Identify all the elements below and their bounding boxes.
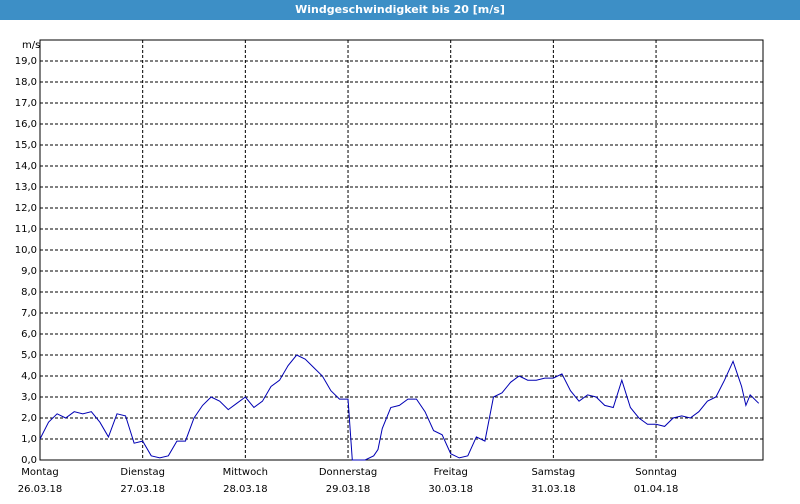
x-tick-label: Sonntag <box>635 467 677 478</box>
x-tick-label: Freitag <box>434 467 468 478</box>
y-tick-label: 2,0 <box>21 413 37 424</box>
x-tick-label: Samstag <box>531 467 575 478</box>
x-tick-date: 27.03.18 <box>120 484 165 495</box>
x-tick-date: 26.03.18 <box>18 484 63 495</box>
y-tick-label: 18,0 <box>15 77 37 88</box>
y-tick-label: 14,0 <box>15 161 37 172</box>
y-tick-label: 15,0 <box>15 140 37 151</box>
x-tick-date: 01.04.18 <box>634 484 679 495</box>
data-line <box>39 354 760 461</box>
y-tick-label: 13,0 <box>15 182 37 193</box>
y-tick-label: 6,0 <box>21 329 37 340</box>
y-tick-label: 19,0 <box>15 56 37 67</box>
x-tick-date: 28.03.18 <box>223 484 268 495</box>
x-tick-label: Mittwoch <box>223 467 268 478</box>
y-tick-label: 11,0 <box>15 224 37 235</box>
x-tick-date: 29.03.18 <box>326 484 371 495</box>
x-tick-label: Donnerstag <box>319 467 377 478</box>
y-tick-label: 9,0 <box>21 266 37 277</box>
y-tick-label: 7,0 <box>21 308 37 319</box>
y-tick-label: 8,0 <box>21 287 37 298</box>
y-tick-label: 4,0 <box>21 371 37 382</box>
x-tick-date: 31.03.18 <box>531 484 576 495</box>
x-tick-label: Montag <box>21 467 58 478</box>
y-tick-label: 5,0 <box>21 350 37 361</box>
title-bar <box>0 0 800 20</box>
y-tick-label: 17,0 <box>15 98 37 109</box>
y-axis-label: m/s <box>22 40 40 51</box>
y-tick-label: 16,0 <box>15 119 37 130</box>
y-tick-label: 1,0 <box>21 434 37 445</box>
y-tick-label: 3,0 <box>21 392 37 403</box>
y-tick-label: 10,0 <box>15 245 37 256</box>
y-tick-label: 0,0 <box>21 455 37 466</box>
y-tick-label: 12,0 <box>15 203 37 214</box>
x-tick-label: Dienstag <box>120 467 165 478</box>
chart-title: Windgeschwindigkeit bis 20 [m/s] <box>295 3 505 16</box>
x-tick-date: 30.03.18 <box>428 484 473 495</box>
